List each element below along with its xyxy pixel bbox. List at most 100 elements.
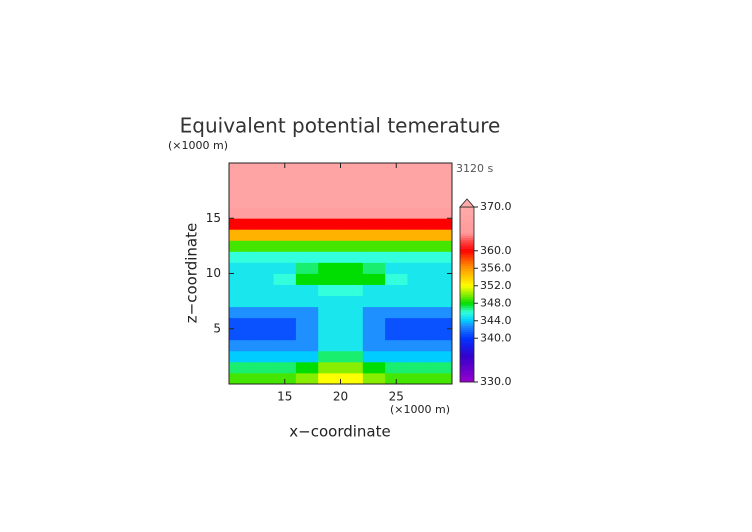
contour-cell xyxy=(407,240,431,252)
contour-cell xyxy=(318,339,341,352)
contour-cell xyxy=(318,218,341,230)
colorbar-step xyxy=(460,294,474,297)
colorbar-step xyxy=(460,255,474,258)
contour-cell xyxy=(318,262,341,274)
contour-cell xyxy=(251,317,274,330)
contour-cell xyxy=(273,174,297,186)
colorbar-step xyxy=(460,266,474,269)
contour-cell xyxy=(340,361,364,374)
contour-cell xyxy=(318,229,341,241)
contour-cell xyxy=(385,372,408,385)
contour-cell xyxy=(295,251,319,263)
contour-cell xyxy=(251,350,274,363)
colorbar-step xyxy=(460,277,474,280)
colorbar-step xyxy=(460,322,474,326)
contour-cell xyxy=(407,251,431,263)
y-axis-label: z−coordinate xyxy=(183,223,201,323)
colorbar-tick-label: 344.0 xyxy=(480,314,512,327)
contour-cell xyxy=(229,339,252,352)
colorbar-tick-label: 348.0 xyxy=(480,296,512,309)
contour-cell xyxy=(429,174,453,186)
contour-cell xyxy=(362,350,386,363)
chart-title: Equivalent potential temerature xyxy=(180,114,501,138)
contour-cell xyxy=(273,185,297,197)
colorbar-step xyxy=(460,320,474,324)
contour-cell xyxy=(273,328,297,341)
contour-cell xyxy=(362,196,386,208)
contour-cell xyxy=(429,361,453,374)
contour-cell xyxy=(318,240,341,252)
contour-cell xyxy=(385,251,408,263)
contour-cell xyxy=(407,207,431,219)
contour-cell xyxy=(362,262,386,274)
colorbar-step xyxy=(460,235,474,238)
contour-cell xyxy=(362,317,386,330)
x-axis-label: x−coordinate xyxy=(289,423,390,441)
contour-cell xyxy=(229,262,252,274)
colorbar-step xyxy=(460,325,474,328)
contour-cell xyxy=(295,284,319,296)
contour-cell xyxy=(362,284,386,296)
contour-cell xyxy=(385,350,408,363)
contour-cell xyxy=(385,262,408,274)
contour-cell xyxy=(295,262,319,274)
contour-cell xyxy=(362,218,386,230)
y-unit: (×1000 m) xyxy=(168,139,228,152)
contour-cell xyxy=(340,240,364,252)
contour-cell xyxy=(429,196,453,208)
contour-cell xyxy=(318,185,341,197)
contour-cell xyxy=(385,207,408,219)
colorbar-step xyxy=(460,281,474,284)
colorbar-step xyxy=(460,377,474,381)
contour-cell xyxy=(407,262,431,274)
contour-cell xyxy=(429,339,453,352)
colorbar-step xyxy=(460,274,474,278)
contour-cell xyxy=(251,251,274,263)
contour-cell xyxy=(429,284,453,296)
contour-cell xyxy=(407,273,431,285)
colorbar-step xyxy=(460,355,474,359)
colorbar-step xyxy=(460,257,474,260)
contour-cell xyxy=(407,295,431,308)
contour-cell xyxy=(407,218,431,230)
contour-cell xyxy=(251,163,274,175)
colorbar-step xyxy=(460,296,474,300)
colorbar-step xyxy=(460,261,474,265)
contour-cell xyxy=(229,218,252,230)
contour-cell xyxy=(273,339,297,352)
contour-cell xyxy=(318,284,341,296)
contour-cell xyxy=(385,163,408,175)
contour-cell xyxy=(251,361,274,374)
contour-cell xyxy=(362,174,386,186)
colorbar-step xyxy=(460,215,474,219)
contour-cell xyxy=(385,284,408,296)
contour-cell xyxy=(385,196,408,208)
contour-cell xyxy=(251,372,274,385)
colorbar-step xyxy=(460,248,474,252)
contour-cell xyxy=(229,295,252,308)
colorbar-step xyxy=(460,224,474,227)
contour-cell xyxy=(340,196,364,208)
colorbar-step xyxy=(460,252,474,256)
colorbar-step xyxy=(460,318,474,322)
contour-cell xyxy=(340,306,364,319)
contour-cell xyxy=(385,240,408,252)
contour-cell xyxy=(273,317,297,330)
contour-cell xyxy=(273,207,297,219)
contour-cell xyxy=(407,339,431,352)
colorbar-step xyxy=(460,329,474,332)
contour-cell xyxy=(429,218,453,230)
contour-cell xyxy=(340,174,364,186)
contour-cell xyxy=(229,372,252,385)
contour-cell xyxy=(362,207,386,219)
contour-cell xyxy=(318,328,341,341)
colorbar-tick-label: 340.0 xyxy=(480,331,512,344)
colorbar-step xyxy=(460,292,474,295)
contour-cell xyxy=(273,350,297,363)
contour-cell xyxy=(318,163,341,175)
contour-cell xyxy=(362,185,386,197)
x-tick-label: 20 xyxy=(333,390,348,404)
contour-cell xyxy=(362,229,386,241)
contour-cell xyxy=(229,273,252,285)
colorbar-step xyxy=(460,233,474,236)
